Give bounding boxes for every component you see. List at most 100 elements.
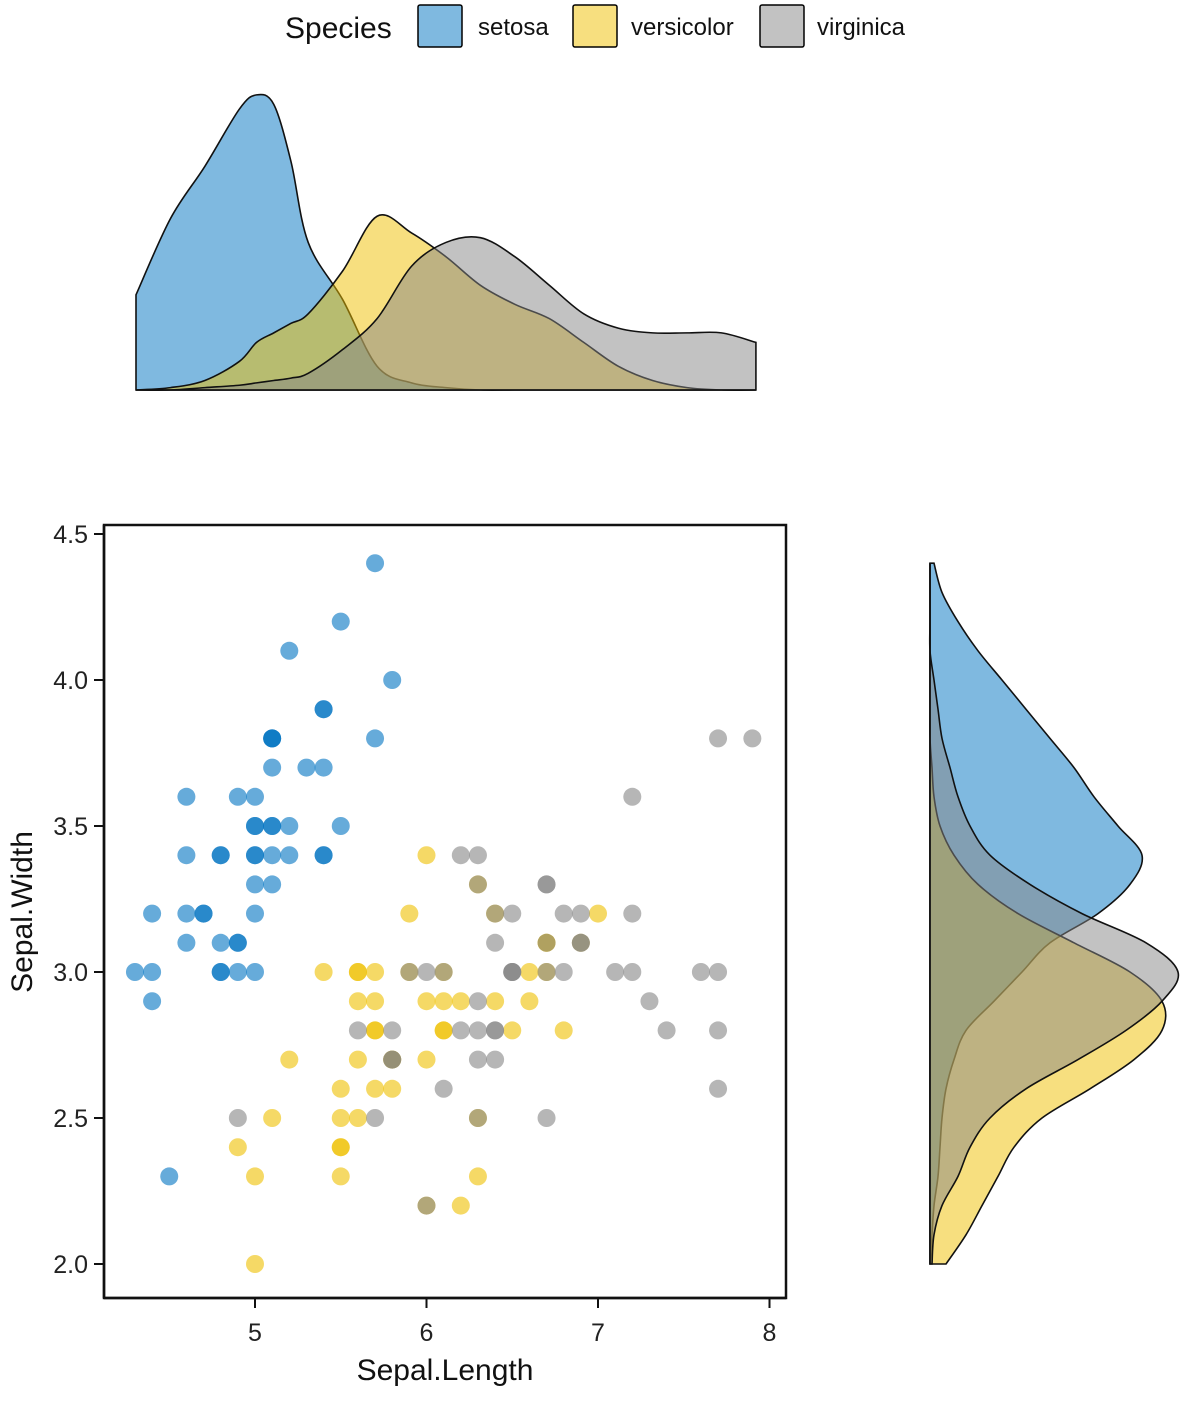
y-tick-label: 2.5 [53, 1105, 88, 1133]
point-setosa [211, 963, 230, 981]
point-setosa [228, 933, 247, 952]
point-virginica [537, 933, 556, 952]
point-setosa [177, 846, 196, 865]
point-versicolor [348, 1050, 367, 1069]
point-virginica [503, 904, 522, 923]
point-setosa [280, 846, 299, 865]
point-virginica [537, 1109, 556, 1127]
point-versicolor [383, 1079, 402, 1098]
point-virginica [537, 963, 556, 981]
point-virginica [571, 933, 590, 952]
point-versicolor [263, 1109, 282, 1127]
point-setosa [246, 904, 264, 923]
point-versicolor [280, 1050, 299, 1069]
point-versicolor [417, 1050, 436, 1069]
point-virginica [709, 1079, 728, 1098]
point-setosa [314, 700, 333, 719]
legend-key-setosa [417, 4, 463, 48]
point-versicolor [486, 992, 505, 1011]
point-versicolor [400, 904, 419, 923]
point-versicolor [366, 1079, 385, 1098]
point-versicolor [246, 1255, 264, 1273]
point-virginica [434, 963, 453, 981]
point-versicolor [434, 1021, 453, 1040]
point-setosa [246, 846, 264, 865]
point-versicolor [451, 1196, 470, 1215]
density-area-virginica [135, 235, 757, 391]
point-virginica [400, 963, 419, 981]
point-setosa [246, 787, 264, 806]
point-setosa [143, 904, 162, 923]
point-versicolor [451, 992, 470, 1011]
x-tick-label: 6 [420, 1319, 434, 1347]
point-setosa [263, 875, 282, 894]
point-versicolor [331, 1167, 350, 1186]
point-setosa [228, 963, 247, 981]
point-versicolor [331, 1109, 350, 1127]
point-versicolor [331, 1138, 350, 1157]
legend-key-versicolor [572, 4, 618, 48]
point-setosa [246, 817, 264, 835]
point-setosa [280, 641, 299, 660]
point-setosa [143, 963, 162, 981]
legend-label-setosa: setosa [478, 14, 549, 41]
x-tick-label: 5 [248, 1319, 262, 1347]
y-tick-label: 3.5 [53, 813, 88, 841]
x-tick-label: 8 [763, 1319, 777, 1347]
y-axis: 2.0 2.5 3.0 3.5 4.0 4.5 [53, 521, 106, 1298]
y-tick-label: 2.0 [53, 1251, 88, 1279]
point-setosa [263, 817, 282, 835]
point-setosa [177, 933, 196, 952]
density-area-virginica [928, 563, 1180, 1265]
point-virginica [554, 963, 573, 981]
point-setosa [366, 554, 385, 573]
point-versicolor [520, 963, 539, 981]
point-virginica [709, 963, 728, 981]
point-setosa [331, 817, 350, 835]
point-virginica [417, 1196, 436, 1215]
point-setosa [228, 787, 247, 806]
point-setosa [143, 992, 162, 1011]
point-setosa [314, 846, 333, 865]
point-setosa [383, 671, 402, 689]
point-setosa [263, 758, 282, 777]
point-versicolor [434, 992, 453, 1011]
point-virginica [228, 1109, 247, 1127]
point-virginica [709, 729, 728, 748]
point-setosa [246, 875, 264, 894]
point-virginica [554, 904, 573, 923]
point-setosa [125, 963, 144, 981]
point-virginica [657, 1021, 676, 1040]
point-virginica [623, 963, 642, 981]
x-axis: 5 6 7 8 [104, 1296, 786, 1347]
point-setosa [366, 729, 385, 748]
point-setosa [314, 758, 333, 777]
point-setosa [263, 846, 282, 865]
point-versicolor [589, 904, 607, 923]
point-virginica [486, 1050, 505, 1069]
point-virginica [709, 1021, 728, 1040]
point-virginica [486, 933, 505, 952]
legend-key-virginica [759, 4, 805, 48]
point-virginica [537, 875, 556, 894]
point-virginica [503, 963, 522, 981]
point-versicolor [314, 963, 333, 981]
point-setosa [177, 787, 196, 806]
point-versicolor [228, 1138, 247, 1157]
scatter-points [125, 554, 762, 1273]
y-axis-title: Sepal.Width [6, 831, 39, 993]
point-virginica [451, 846, 470, 865]
y-tick-label: 3.0 [53, 959, 88, 987]
point-virginica [468, 1021, 487, 1040]
legend: Species setosa versicolor virginica [285, 4, 906, 48]
point-setosa [246, 963, 264, 981]
point-virginica [348, 1021, 367, 1040]
point-setosa [263, 729, 282, 748]
point-setosa [177, 904, 196, 923]
point-versicolor [246, 1167, 264, 1186]
point-versicolor [417, 992, 436, 1011]
point-setosa [211, 846, 230, 865]
point-virginica [383, 1050, 402, 1069]
point-virginica [366, 1109, 385, 1127]
